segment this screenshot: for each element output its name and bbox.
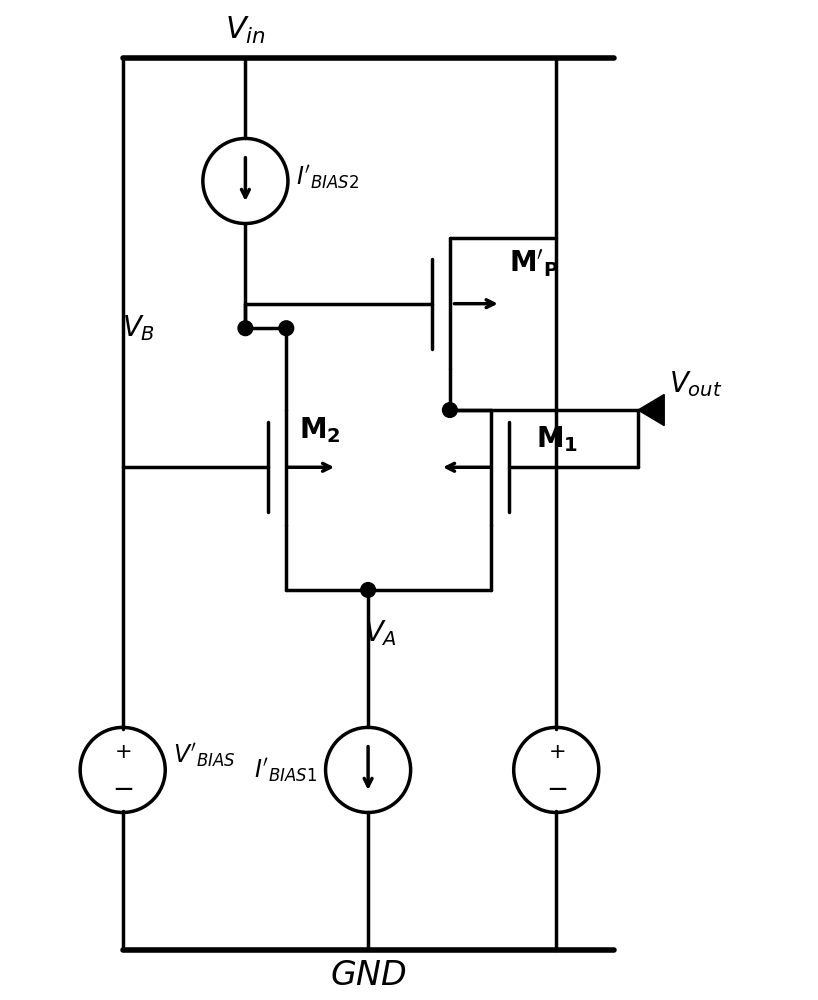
Circle shape: [238, 321, 253, 336]
Text: $\mathit{V'_{BIAS}}$: $\mathit{V'_{BIAS}}$: [173, 741, 236, 769]
Text: $\mathit{V_A}$: $\mathit{V_A}$: [364, 619, 397, 648]
Circle shape: [361, 583, 375, 597]
Text: $\mathit{V_B}$: $\mathit{V_B}$: [122, 313, 155, 343]
Text: $\mathit{V_{out}}$: $\mathit{V_{out}}$: [669, 369, 722, 399]
Text: $\mathbf{M'_P}$: $\mathbf{M'_P}$: [509, 247, 559, 279]
Circle shape: [443, 403, 457, 417]
Text: $+$: $+$: [547, 742, 565, 762]
Text: $-$: $-$: [112, 775, 133, 801]
Text: $\mathit{V_{in}}$: $\mathit{V_{in}}$: [225, 15, 266, 46]
Text: $+$: $+$: [114, 742, 132, 762]
Text: $\mathbf{M_2}$: $\mathbf{M_2}$: [299, 416, 340, 445]
Text: $-$: $-$: [546, 775, 567, 801]
Text: $\mathit{I'_{BIAS2}}$: $\mathit{I'_{BIAS2}}$: [296, 163, 359, 191]
Polygon shape: [638, 394, 664, 426]
Text: $\mathit{GND}$: $\mathit{GND}$: [330, 959, 407, 992]
Circle shape: [279, 321, 294, 336]
Text: $\mathit{I'_{BIAS1}}$: $\mathit{I'_{BIAS1}}$: [254, 756, 317, 784]
Text: $\mathbf{M_1}$: $\mathbf{M_1}$: [536, 424, 578, 454]
